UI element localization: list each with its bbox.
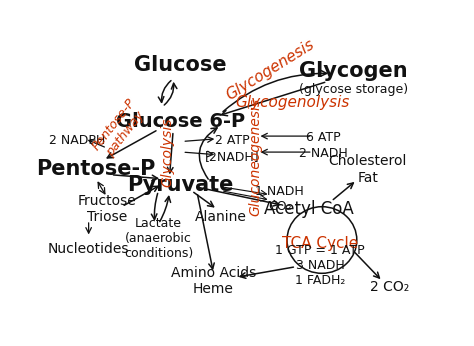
Text: Glycolysis: Glycolysis [161,117,174,187]
Text: Amino Acids
Heme: Amino Acids Heme [171,266,256,297]
Text: Glycogenolysis: Glycogenolysis [235,95,350,110]
Text: Glucose: Glucose [134,55,227,75]
Text: 1 GTP = 1 ATP
3 NADH
1 FADH₂: 1 GTP = 1 ATP 3 NADH 1 FADH₂ [275,244,365,287]
Text: 2 ATP: 2 ATP [215,134,249,147]
Text: Glucose 6-P: Glucose 6-P [116,112,245,131]
Text: 1 NADH
CO₂: 1 NADH CO₂ [255,185,304,213]
Text: Alanine: Alanine [195,210,247,224]
Text: Gluconeogenesis: Gluconeogenesis [249,98,263,217]
Text: Fructose
Triose: Fructose Triose [78,194,137,225]
Text: Pentose-P: Pentose-P [36,160,155,180]
Text: 2 CO₂: 2 CO₂ [370,280,410,294]
Text: [2NADH]: [2NADH] [205,149,259,163]
Text: Glycogenesis: Glycogenesis [224,36,317,103]
Text: TCA Cycle: TCA Cycle [282,237,358,252]
Text: (glycose storage): (glycose storage) [299,83,408,96]
Text: Lactate
(anaerobic
conditions): Lactate (anaerobic conditions) [124,217,193,260]
Text: 2 NADH: 2 NADH [300,147,348,160]
Text: Pentose-P
pathway: Pentose-P pathway [90,97,150,162]
Text: 2 NADPH: 2 NADPH [49,134,106,147]
Text: Cholesterol
Fat: Cholesterol Fat [328,154,407,184]
Text: Acetyl CoA: Acetyl CoA [264,200,354,218]
Text: 6 ATP: 6 ATP [306,131,341,144]
Text: Pyruvate: Pyruvate [128,175,234,195]
Text: Nucleotides: Nucleotides [48,242,129,256]
Text: Glycogen: Glycogen [299,61,408,81]
